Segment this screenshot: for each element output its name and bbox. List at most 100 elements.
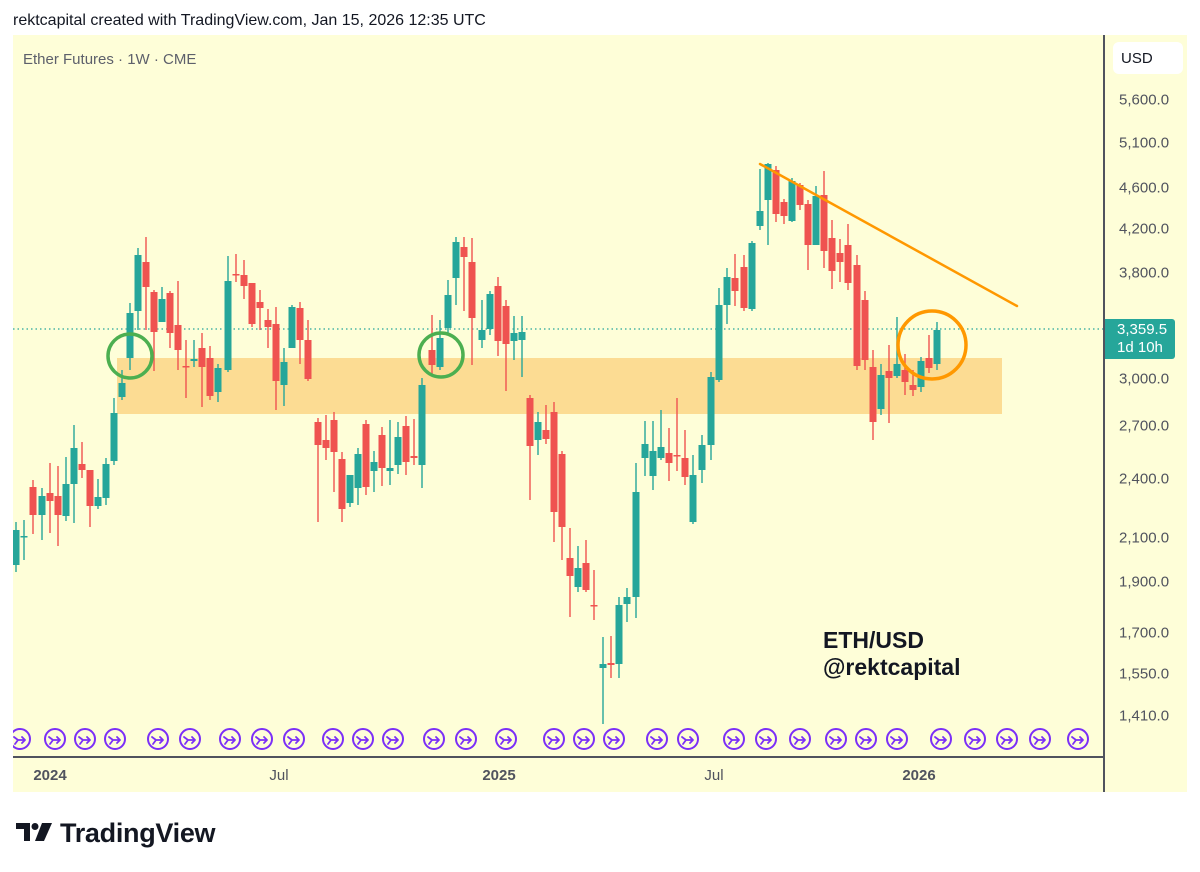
price-tick-label: 5,100.0	[1119, 134, 1170, 152]
candle-down	[828, 238, 836, 271]
candle-down	[901, 370, 909, 382]
candle-up	[110, 413, 118, 461]
candle-up	[13, 530, 20, 565]
tradingview-logo[interactable]: TradingView	[16, 818, 216, 849]
event-rollover-icon[interactable]	[886, 728, 908, 750]
candle-down	[494, 286, 502, 341]
green-circle-marker	[417, 331, 465, 379]
candle-down	[428, 350, 436, 365]
candle-down	[796, 185, 804, 205]
event-rollover-icon[interactable]	[677, 728, 699, 750]
candle-down	[861, 300, 869, 360]
event-rollover-icon[interactable]	[219, 728, 241, 750]
event-rollover-icon[interactable]	[251, 728, 273, 750]
candle-down	[673, 455, 681, 457]
candle-down	[54, 496, 62, 515]
candle-down	[780, 202, 788, 216]
candle-up	[599, 664, 607, 668]
chart-caption: rektcapital created with TradingView.com…	[13, 12, 486, 29]
candle-up	[280, 362, 288, 385]
orange-circle-marker	[896, 309, 968, 381]
candle-down	[607, 663, 615, 665]
candle-down	[836, 253, 844, 262]
event-rollover-icon[interactable]	[455, 728, 477, 750]
event-rollover-icon[interactable]	[789, 728, 811, 750]
event-rollover-icon[interactable]	[646, 728, 668, 750]
event-rollover-icon[interactable]	[964, 728, 986, 750]
plot-area[interactable]: Ether Futures · 1W · CME ETH/USD @rektca…	[13, 35, 1103, 756]
price-tick-label: 3,800.0	[1119, 264, 1170, 282]
event-rollover-icon[interactable]	[573, 728, 595, 750]
currency-button[interactable]: USD	[1113, 42, 1183, 74]
candle-up	[877, 375, 885, 409]
tradingview-logo-icon	[16, 822, 52, 841]
candle-down	[772, 170, 780, 214]
event-rollover-icon[interactable]	[423, 728, 445, 750]
candle-up	[486, 294, 494, 329]
candle-down	[296, 308, 304, 340]
event-rollover-icon[interactable]	[996, 728, 1018, 750]
candle-up	[102, 464, 110, 498]
event-rollover-icon[interactable]	[1067, 728, 1089, 750]
candle-up	[534, 422, 542, 440]
candle-down	[869, 367, 877, 422]
candle-up	[444, 295, 452, 328]
price-tick-label: 4,200.0	[1119, 220, 1170, 238]
event-rollover-icon[interactable]	[495, 728, 517, 750]
candle-up	[657, 447, 665, 458]
event-rollover-icon[interactable]	[382, 728, 404, 750]
candle-up	[632, 492, 640, 597]
candle-up	[893, 364, 901, 376]
candle-up	[641, 444, 649, 458]
event-rollover-icon[interactable]	[104, 728, 126, 750]
tradingview-brand: TradingView	[60, 818, 216, 848]
symbol-title[interactable]: Ether Futures · 1W · CME	[23, 51, 197, 68]
event-rollover-icon[interactable]	[1029, 728, 1051, 750]
chart-pane[interactable]: Ether Futures · 1W · CME ETH/USD @rektca…	[13, 35, 1187, 792]
candlestick-chart[interactable]	[13, 35, 1103, 756]
candle-down	[820, 195, 828, 251]
time-tick-label: Jul	[704, 767, 724, 784]
event-rollover-icon[interactable]	[855, 728, 877, 750]
candle-up	[649, 451, 657, 476]
candle-up	[386, 468, 394, 471]
event-rollover-icon[interactable]	[179, 728, 201, 750]
candle-down	[322, 440, 330, 448]
candle-up	[70, 448, 78, 484]
event-rollover-icon[interactable]	[322, 728, 344, 750]
candle-up	[812, 196, 820, 245]
time-axis[interactable]: 2024 Jul 2025 Jul 2026	[13, 756, 1103, 792]
event-rollover-icon[interactable]	[283, 728, 305, 750]
event-rollover-icon[interactable]	[825, 728, 847, 750]
event-rollover-icon[interactable]	[13, 728, 31, 750]
event-rollover-icon[interactable]	[352, 728, 374, 750]
event-rollover-icon[interactable]	[147, 728, 169, 750]
candle-down	[166, 293, 174, 333]
candle-down	[853, 265, 861, 366]
event-rollover-icon[interactable]	[44, 728, 66, 750]
candle-up	[788, 181, 796, 221]
trendline	[758, 162, 1019, 308]
event-rollover-icon[interactable]	[930, 728, 952, 750]
candle-up	[478, 330, 486, 340]
candle-down	[558, 454, 566, 527]
candle-down	[46, 493, 54, 501]
watermark-handle: @rektcapital	[823, 654, 961, 680]
event-rollover-icon[interactable]	[755, 728, 777, 750]
event-rollover-icon[interactable]	[723, 728, 745, 750]
candle-down	[304, 340, 312, 379]
event-rollover-icon[interactable]	[543, 728, 565, 750]
candle-down	[232, 274, 240, 276]
time-tick-label: 2024	[33, 767, 67, 784]
candle-up	[370, 462, 378, 471]
price-axis[interactable]: USD 5,600.0 5,100.0 4,600.0 4,200.0 3,800.0 3…	[1103, 35, 1187, 792]
price-tick-label: 3,000.0	[1119, 370, 1170, 388]
candle-up	[615, 605, 623, 664]
event-rollover-icon[interactable]	[603, 728, 625, 750]
event-rollover-icon[interactable]	[74, 728, 96, 750]
candle-down	[264, 320, 272, 327]
candle-down	[198, 348, 206, 367]
candle-down	[925, 358, 933, 368]
candle-down	[314, 422, 322, 445]
candle-up	[214, 368, 222, 392]
